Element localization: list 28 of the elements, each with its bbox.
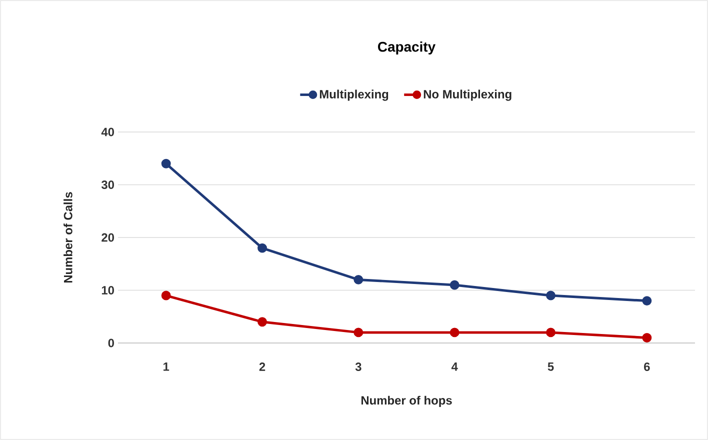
legend-label: No Multiplexing — [424, 90, 512, 101]
y-tick-label: 40 — [101, 128, 114, 136]
point — [450, 328, 460, 338]
point — [354, 328, 364, 338]
point — [642, 296, 652, 306]
point — [546, 290, 556, 300]
x-tick-label: 5 — [548, 362, 554, 371]
y-tick-label: 30 — [101, 180, 114, 189]
y-tick-label: 10 — [102, 286, 114, 294]
y-tick-label: 20 — [102, 233, 114, 242]
legend-label: Multiplexing — [320, 90, 388, 101]
y-axis-title: Number of Calls — [64, 192, 72, 283]
point — [642, 332, 652, 342]
x-tick-label: 6 — [644, 362, 650, 371]
point — [546, 328, 556, 338]
y-tick-label: 0 — [108, 338, 114, 348]
point — [258, 317, 267, 327]
x-tick-label: 4 — [451, 362, 458, 371]
point — [161, 158, 171, 168]
point — [450, 280, 460, 290]
chart-title: Capacity — [378, 42, 436, 54]
point — [161, 290, 171, 300]
point — [354, 274, 364, 284]
x-tick-label: 2 — [259, 362, 266, 371]
x-tick-label: 1 — [164, 362, 170, 371]
point — [258, 243, 267, 253]
x-axis-title: Number of hops — [361, 396, 452, 407]
x-tick-label: 3 — [355, 362, 362, 372]
